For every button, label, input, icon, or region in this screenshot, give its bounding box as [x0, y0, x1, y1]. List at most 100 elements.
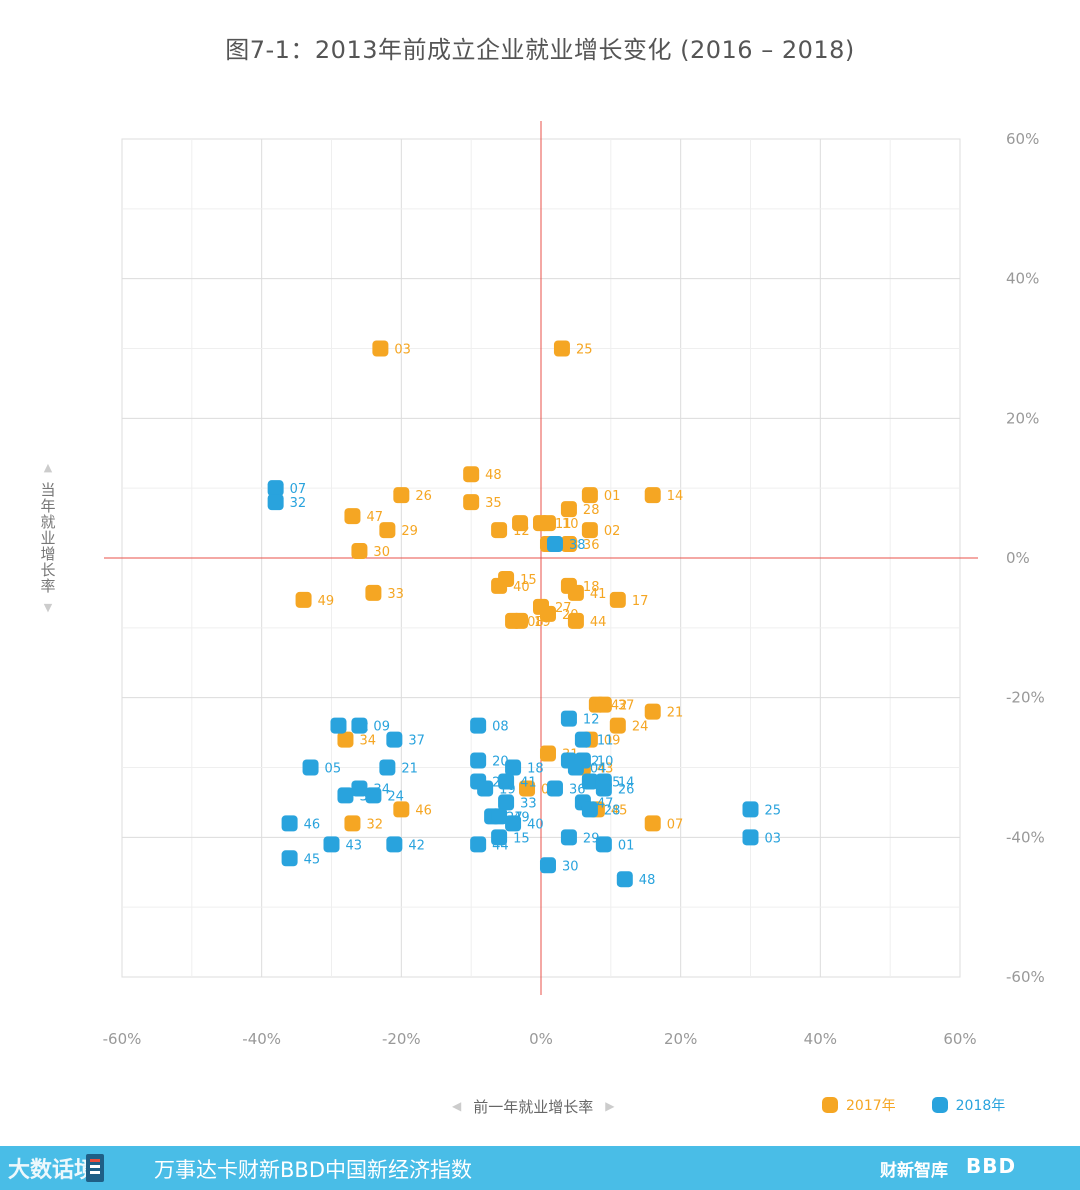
- y-tick-label: -60%: [1006, 968, 1045, 986]
- data-point: [512, 612, 529, 629]
- data-point: [519, 780, 536, 797]
- data-point: [351, 543, 368, 560]
- data-points: 0325482635472930120411102801140238361540…: [267, 340, 782, 888]
- data-point: [491, 577, 508, 594]
- data-point: [302, 759, 319, 776]
- data-point: [491, 522, 508, 539]
- data-point-label: 48: [485, 468, 502, 483]
- data-point-label: 43: [597, 762, 614, 777]
- legend-item-2017[interactable]: 2017年: [822, 1095, 896, 1115]
- data-point: [386, 731, 403, 748]
- data-point-label: 49: [318, 594, 335, 609]
- x-tick-label: 60%: [943, 1030, 976, 1048]
- data-point: [560, 501, 577, 518]
- legend-swatch-2018: [931, 1097, 948, 1113]
- data-point: [539, 857, 556, 874]
- x-tick-label: 40%: [804, 1030, 837, 1048]
- data-point: [512, 515, 529, 532]
- axes: -60% -40% -20% 0% 20% 40% 60% 60% 40% 20% 0% -20% -4…: [103, 121, 1045, 1048]
- data-point-label: 33: [387, 587, 404, 602]
- right-arrow-icon: ▶: [605, 1099, 615, 1113]
- data-point-label: 44: [590, 615, 607, 630]
- data-point-label: 25: [765, 803, 782, 818]
- y-axis-title: ▲ 当年就业增长率 ▼: [36, 462, 60, 614]
- data-point-label: 07: [290, 482, 307, 497]
- data-point-label: 25: [576, 343, 593, 358]
- data-point: [595, 696, 612, 713]
- data-point: [470, 717, 487, 734]
- data-point: [470, 752, 487, 769]
- data-point-label: 20: [492, 755, 509, 770]
- data-point: [567, 584, 584, 601]
- data-point: [379, 522, 396, 539]
- data-point: [567, 612, 584, 629]
- data-point-label: 30: [562, 859, 579, 874]
- x-axis-title: ◀ 前一年就业增长率 ▶: [440, 1094, 626, 1118]
- data-point-label: 28: [604, 803, 621, 818]
- data-point: [616, 871, 633, 888]
- data-point-label: 24: [387, 789, 404, 804]
- data-point-label: 12: [583, 713, 600, 728]
- data-point: [281, 815, 298, 832]
- legend-item-2018[interactable]: 2018年: [931, 1095, 1006, 1115]
- data-point-label: 42: [611, 699, 628, 714]
- data-point-label: 09: [604, 734, 621, 749]
- data-point: [463, 494, 480, 511]
- data-point-label: 17: [632, 594, 649, 609]
- y-tick-label: 20%: [1006, 409, 1039, 427]
- data-point: [546, 536, 563, 553]
- data-point: [546, 780, 563, 797]
- data-point-label: 34: [359, 734, 376, 749]
- data-point: [477, 780, 494, 797]
- data-point: [553, 340, 570, 357]
- data-point-label: 24: [632, 720, 649, 735]
- y-tick-label: 0%: [1006, 549, 1030, 567]
- data-point-label: 42: [408, 838, 425, 853]
- data-point: [463, 466, 480, 483]
- data-point: [491, 829, 508, 846]
- data-point-label: 10: [597, 755, 614, 770]
- data-point-label: 45: [304, 852, 321, 867]
- data-point: [344, 508, 361, 525]
- left-arrow-icon: ◀: [452, 1099, 462, 1113]
- data-point: [351, 780, 368, 797]
- data-point: [581, 522, 598, 539]
- data-point: [560, 536, 577, 553]
- data-point-label: 09: [373, 720, 390, 735]
- data-point-label: 32: [290, 496, 307, 511]
- data-point: [581, 487, 598, 504]
- data-point-label: 32: [366, 817, 383, 832]
- x-tick-label: -40%: [242, 1030, 281, 1048]
- data-point-label: 30: [373, 545, 390, 560]
- data-point-label: 40: [513, 580, 530, 595]
- data-point: [567, 759, 584, 776]
- data-point: [491, 808, 508, 825]
- data-point-label: 18: [583, 580, 600, 595]
- data-point-label: 38: [569, 538, 586, 553]
- data-point-label: 40: [527, 817, 544, 832]
- data-point-label: 01: [618, 838, 635, 853]
- data-point: [539, 515, 556, 532]
- data-point: [365, 787, 382, 804]
- data-point-label: 15: [520, 573, 537, 588]
- data-point-label: 04: [590, 762, 607, 777]
- data-point-label: 10: [562, 517, 579, 532]
- data-point-label: 48: [639, 873, 656, 888]
- data-point: [742, 801, 759, 818]
- data-point: [379, 759, 396, 776]
- data-point-label: 11: [597, 734, 614, 749]
- x-axis-label: 前一年就业增长率: [473, 1097, 594, 1116]
- data-point: [644, 703, 661, 720]
- data-point: [581, 801, 598, 818]
- data-point: [539, 745, 556, 762]
- legend-swatch-2017: [822, 1097, 838, 1113]
- data-point-label: 35: [485, 496, 502, 511]
- data-point-label: 36: [569, 782, 586, 797]
- data-point-label: 15: [513, 831, 530, 846]
- data-point: [295, 591, 312, 608]
- data-point: [393, 487, 410, 504]
- data-point-label: 45: [611, 803, 628, 818]
- data-point-label: 41: [590, 587, 607, 602]
- data-point: [365, 584, 382, 601]
- legend-label-2018: 2018年: [955, 1098, 1006, 1114]
